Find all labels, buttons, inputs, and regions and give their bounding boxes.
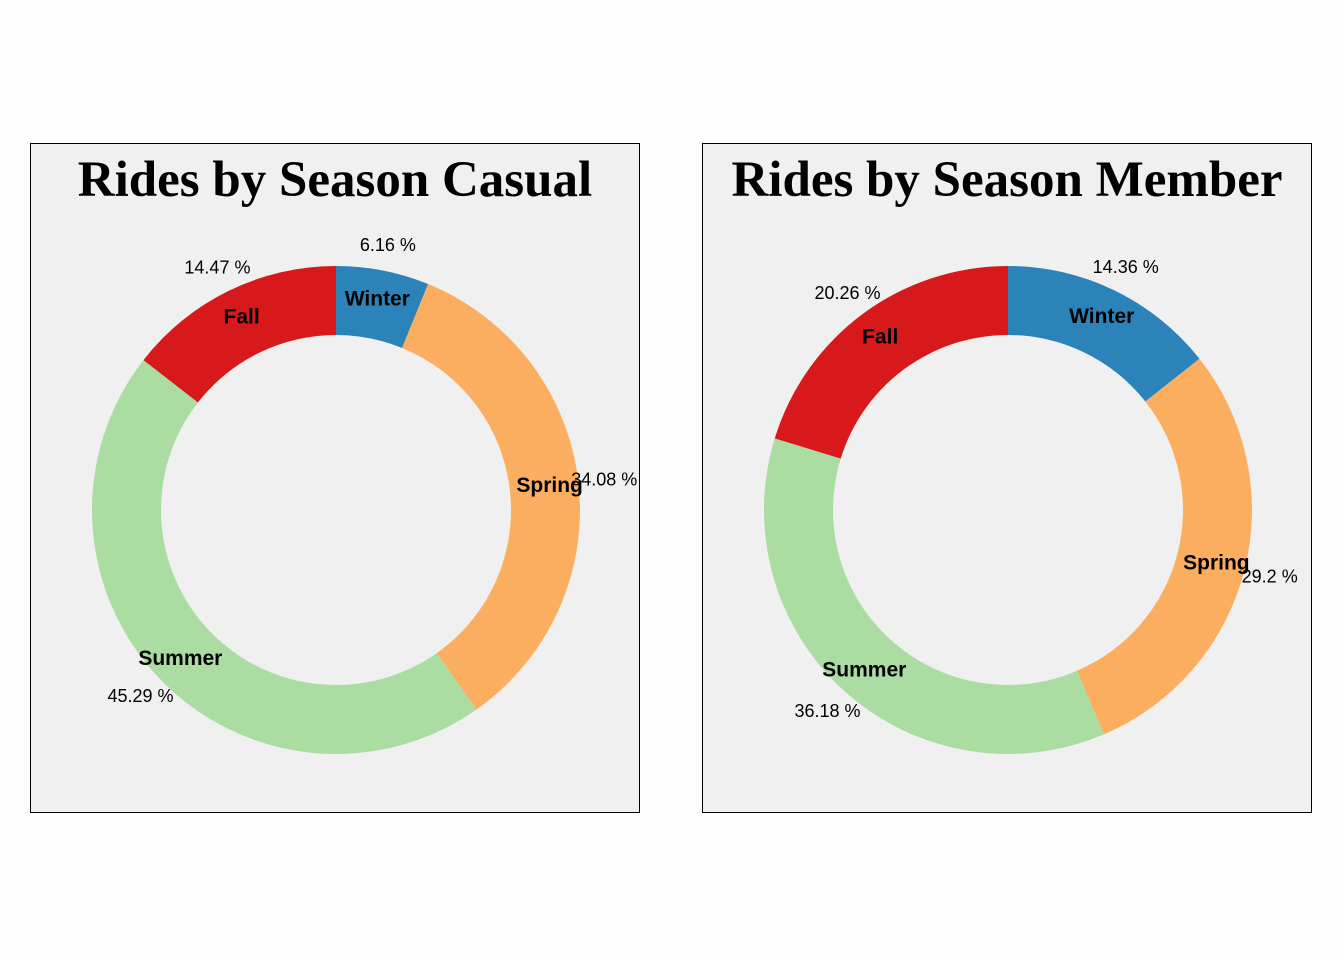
segment-label-winter: Winter bbox=[1069, 305, 1134, 328]
percent-label-fall: 14.47 % bbox=[184, 257, 250, 277]
percent-label-winter: 6.16 % bbox=[360, 235, 416, 255]
chart-title-casual: Rides by Season Casual bbox=[77, 152, 593, 208]
donut-segment-winter bbox=[1008, 266, 1200, 402]
percent-label-fall: 20.26 % bbox=[814, 283, 880, 303]
percent-label-summer: 36.18 % bbox=[795, 701, 861, 721]
segment-label-spring: Spring bbox=[516, 474, 583, 497]
segment-label-summer: Summer bbox=[822, 658, 906, 681]
donut-segment-summer bbox=[92, 360, 477, 754]
chart-panel-casual: Rides by Season Casual Winter 6.16 % Sprin… bbox=[30, 143, 640, 813]
percent-label-summer: 45.29 % bbox=[107, 686, 173, 706]
donut-segment-summer bbox=[764, 438, 1105, 754]
donut-segment-fall bbox=[774, 266, 1008, 459]
percent-label-winter: 14.36 % bbox=[1093, 257, 1159, 277]
chart-panel-member: Rides by Season Member Winter 14.36 % Spri… bbox=[702, 143, 1312, 813]
percent-label-spring: 34.08 % bbox=[571, 470, 637, 490]
segment-label-winter: Winter bbox=[345, 288, 410, 311]
segment-label-summer: Summer bbox=[138, 647, 222, 670]
segment-label-fall: Fall bbox=[224, 305, 260, 328]
donut-segment-spring bbox=[1076, 358, 1252, 735]
segment-label-fall: Fall bbox=[862, 326, 898, 349]
percent-label-spring: 29.2 % bbox=[1242, 566, 1298, 586]
segment-label-spring: Spring bbox=[1183, 551, 1250, 574]
chart-title-member: Rides by Season Member bbox=[731, 152, 1283, 208]
donut-segment-fall bbox=[143, 266, 336, 403]
donut-segment-spring bbox=[402, 284, 580, 710]
donut-segment-winter bbox=[336, 266, 429, 348]
